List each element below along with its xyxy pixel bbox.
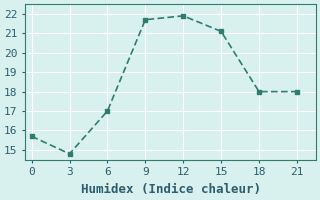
X-axis label: Humidex (Indice chaleur): Humidex (Indice chaleur): [81, 183, 260, 196]
